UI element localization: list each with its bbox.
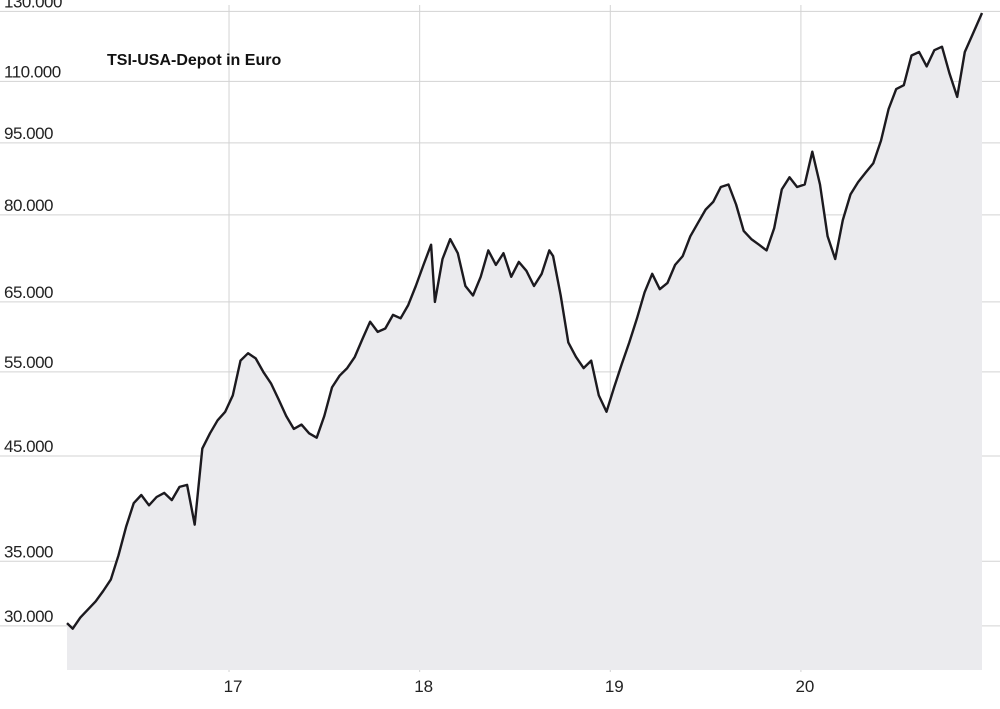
x-tick-label: 19 — [605, 677, 624, 696]
area-fill — [67, 13, 982, 670]
x-tick-label: 18 — [414, 677, 433, 696]
x-tick-label: 17 — [224, 677, 243, 696]
y-tick-label: 30.000 — [4, 607, 53, 626]
y-tick-label: 35.000 — [4, 542, 53, 561]
y-tick-label: 95.000 — [4, 124, 53, 143]
y-tick-label: 45.000 — [4, 437, 53, 456]
series-line — [66, 12, 984, 630]
y-tick-label: 130.000 — [4, 0, 62, 11]
x-tick-label: 20 — [795, 677, 814, 696]
y-tick-label: 65.000 — [4, 283, 53, 302]
y-tick-label: 110.000 — [4, 62, 61, 81]
chart-title: TSI-USA-Depot in Euro — [107, 52, 281, 69]
x-axis-ticks: 17 18 19 20 — [224, 677, 815, 696]
y-tick-label: 55.000 — [4, 353, 53, 372]
y-tick-label: 80.000 — [4, 196, 53, 215]
y-axis-ticks: 30.000 35.000 45.000 55.000 65.000 80.000 95.0… — [4, 0, 62, 626]
